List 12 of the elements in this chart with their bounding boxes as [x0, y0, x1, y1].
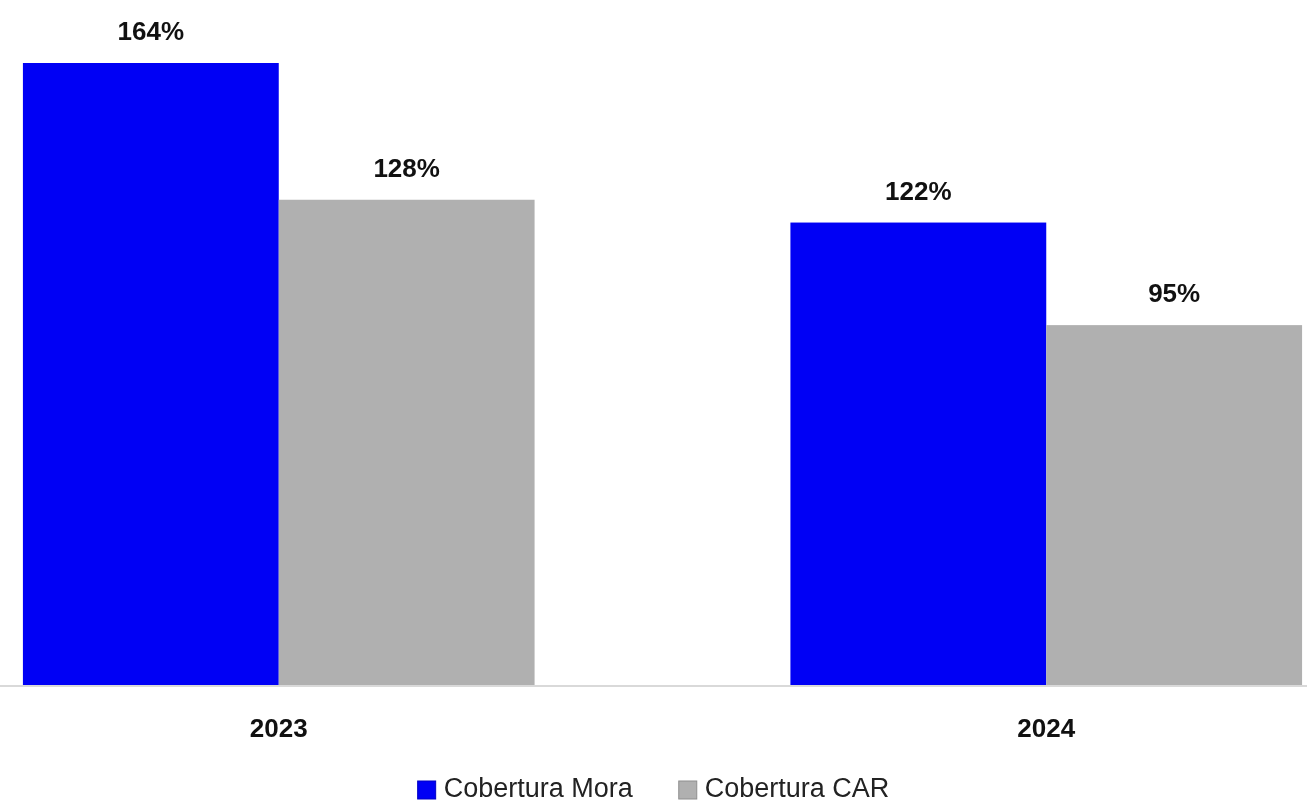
legend-label: Cobertura Mora: [443, 773, 634, 802]
bar: [278, 199, 535, 686]
bar: [1046, 325, 1303, 686]
x-tick-label: 2023: [249, 713, 308, 744]
data-label: 164%: [117, 16, 185, 46]
data-label: 122%: [885, 175, 952, 206]
data-label: 128%: [373, 152, 440, 183]
legend-label: Cobertura CAR: [704, 773, 890, 802]
data-label: 95%: [1148, 278, 1201, 309]
bar: [790, 222, 1047, 686]
x-tick-label: 2024: [1017, 713, 1076, 744]
bar: [22, 63, 279, 686]
